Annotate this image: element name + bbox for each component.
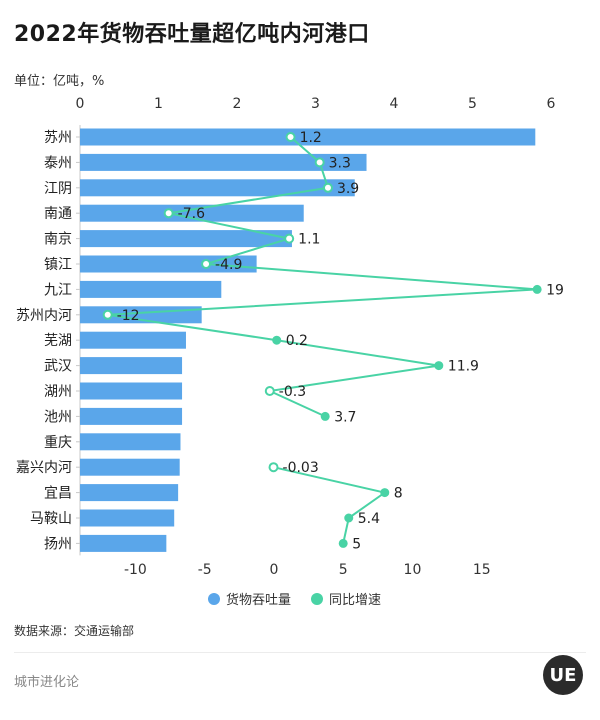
growth-line-segment-1 <box>273 466 386 544</box>
legend-swatch-throughput <box>208 592 220 605</box>
bar-14 <box>80 484 179 502</box>
top-axis-tick-5: 5 <box>468 96 477 112</box>
growth-label-14: 8 <box>394 486 403 502</box>
growth-label-9: 11.9 <box>448 359 479 375</box>
top-axis-tick-6: 6 <box>547 96 556 112</box>
category-label-2: 江阴 <box>44 181 72 197</box>
footer-divider <box>14 652 586 653</box>
bar-5 <box>80 255 257 273</box>
growth-label-11: 3.7 <box>334 409 356 425</box>
bar-13 <box>80 458 180 476</box>
category-label-6: 九江 <box>44 282 72 298</box>
growth-point-11 <box>320 411 330 421</box>
growth-point-13 <box>268 462 279 473</box>
growth-label-0: 1.2 <box>300 130 322 146</box>
growth-label-16: 5 <box>352 536 361 552</box>
growth-label-5: -4.9 <box>215 257 242 273</box>
category-label-13: 嘉兴内河 <box>16 460 72 476</box>
bar-10 <box>80 382 183 400</box>
category-label-5: 镇江 <box>44 257 72 273</box>
legend-label-throughput: 货物吞吐量 <box>226 593 292 608</box>
legend-label-growth: 同比增速 <box>329 593 382 608</box>
growth-point-6 <box>532 284 542 294</box>
growth-point-8 <box>272 335 282 345</box>
bottom-axis-tick-5: 15 <box>473 562 491 578</box>
bottom-axis-tick-3: 5 <box>339 562 348 578</box>
brand-logo: UE <box>543 655 583 695</box>
growth-point-4 <box>284 233 295 244</box>
growth-label-3: -7.6 <box>178 206 205 222</box>
growth-point-10 <box>264 386 275 396</box>
growth-label-13: -0.03 <box>283 460 319 476</box>
bar-9 <box>80 357 183 375</box>
growth-point-14 <box>380 488 390 498</box>
category-label-11: 池州 <box>44 409 72 425</box>
bar-6 <box>80 280 222 298</box>
category-label-3: 南通 <box>44 206 72 222</box>
top-axis-tick-0: 0 <box>76 96 85 112</box>
growth-point-7 <box>102 309 113 320</box>
unit-label: 单位：亿吨，% <box>14 74 105 89</box>
category-label-14: 宜昌 <box>44 486 72 502</box>
data-source: 数据来源：交通运输部 <box>14 624 135 638</box>
category-label-0: 苏州 <box>44 130 72 146</box>
growth-point-5 <box>201 259 212 269</box>
category-label-15: 马鞍山 <box>30 511 72 527</box>
bottom-axis-tick-4: 10 <box>404 562 422 578</box>
category-label-4: 南京 <box>44 232 72 248</box>
growth-label-6: 19 <box>546 282 564 298</box>
brand-name: 城市进化论 <box>14 675 80 690</box>
growth-point-3 <box>163 208 174 219</box>
bar-1 <box>80 153 367 171</box>
growth-label-4: 1.1 <box>298 232 320 248</box>
category-label-9: 武汉 <box>44 359 72 375</box>
growth-label-7: -12 <box>117 308 140 324</box>
bottom-axis-tick-0: -10 <box>124 562 147 578</box>
category-label-8: 芜湖 <box>44 332 72 349</box>
growth-point-15 <box>344 513 354 523</box>
top-axis-tick-2: 2 <box>233 96 242 112</box>
growth-label-10: -0.3 <box>279 384 306 400</box>
bottom-axis-tick-1: -5 <box>198 562 212 578</box>
bar-4 <box>80 230 292 248</box>
bar-0 <box>80 128 536 146</box>
legend-item-throughput: 货物吞吐量 <box>208 589 291 608</box>
growth-point-9 <box>434 361 444 371</box>
chart-canvas: 0 1 2 3 4 5 6 -10 -5 0 5 10 15 苏州泰州江阴南通南京镇江九江苏州内河芜湖武汉… <box>16 96 564 578</box>
bar-16 <box>80 534 167 552</box>
growth-label-2: 3.9 <box>337 181 359 197</box>
bottom-axis-tick-2: 0 <box>269 562 278 578</box>
growth-label-1: 3.3 <box>329 155 351 171</box>
chart-title: 2022年货物吞吐量超亿吨内河港口 <box>14 22 370 47</box>
top-axis-tick-3: 3 <box>311 96 320 112</box>
category-label-1: 泰州 <box>44 155 72 171</box>
bar-12 <box>80 433 181 451</box>
growth-point-2 <box>322 182 333 193</box>
bar-2 <box>80 179 355 197</box>
bar-8 <box>80 331 186 349</box>
top-axis-tick-1: 1 <box>154 96 163 112</box>
growth-point-1 <box>314 157 325 168</box>
growth-point-0 <box>285 132 296 142</box>
bar-11 <box>80 407 183 425</box>
legend: 货物吞吐量 同比增速 <box>208 589 381 608</box>
category-label-10: 湖州 <box>44 384 72 400</box>
growth-point-16 <box>338 538 348 548</box>
bar-3 <box>80 204 304 222</box>
category-label-12: 重庆 <box>44 435 72 451</box>
bar-15 <box>80 509 175 527</box>
growth-label-8: 0.2 <box>286 333 308 349</box>
legend-item-growth: 同比增速 <box>311 589 381 608</box>
category-label-7: 苏州内河 <box>16 308 72 324</box>
top-axis-tick-4: 4 <box>390 96 399 112</box>
category-label-16: 扬州 <box>44 536 72 552</box>
growth-label-15: 5.4 <box>358 511 380 527</box>
legend-swatch-growth <box>311 592 324 605</box>
